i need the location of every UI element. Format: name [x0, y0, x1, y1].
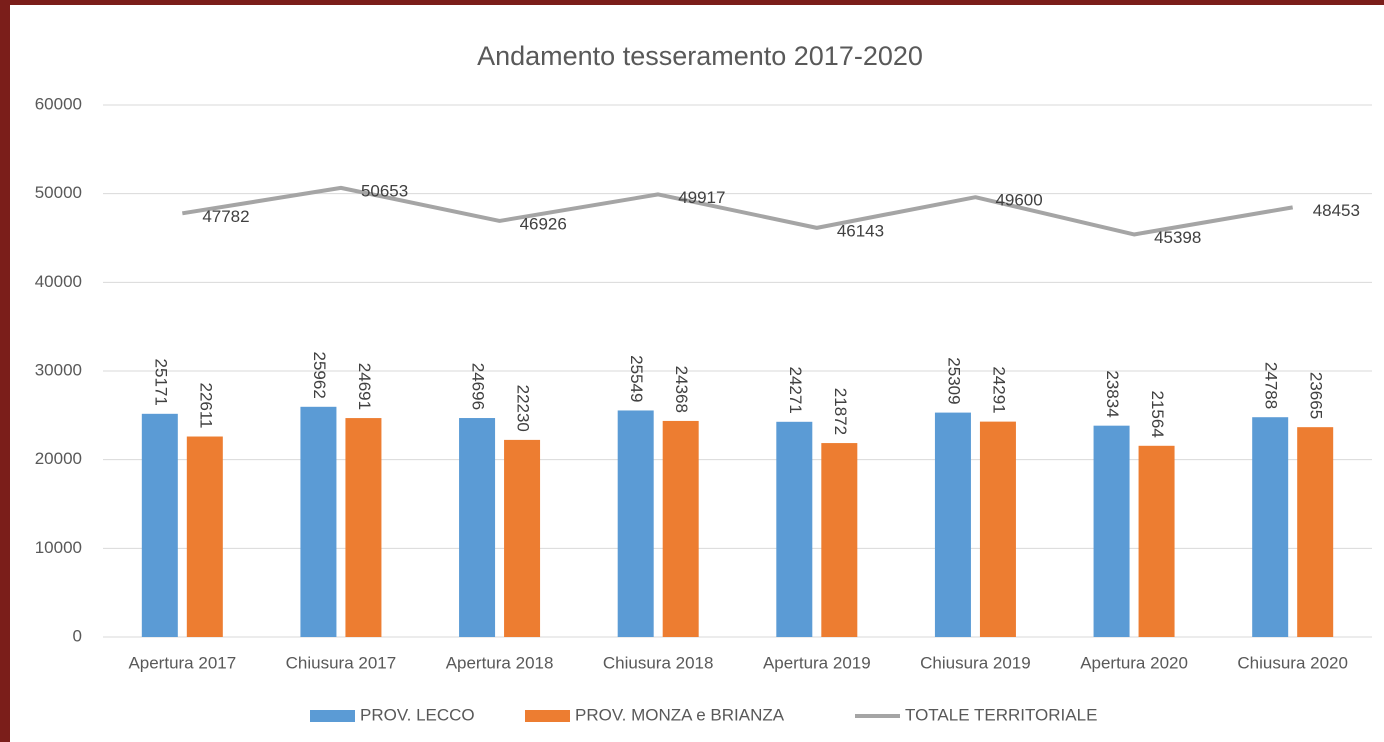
y-tick-label: 50000 — [35, 183, 82, 202]
bar — [617, 410, 654, 637]
bar — [1252, 417, 1289, 637]
line-value-label: 50653 — [361, 181, 408, 200]
bar-value-label: 25549 — [627, 355, 646, 402]
line-value-label: 46143 — [837, 221, 884, 240]
bar — [141, 413, 178, 637]
x-tick-label: Apertura 2017 — [128, 653, 236, 672]
bar — [662, 420, 699, 637]
bar-value-label: 23834 — [1103, 370, 1122, 417]
legend-label: PROV. MONZA e BRIANZA — [575, 705, 785, 724]
bar-value-label: 25171 — [151, 359, 170, 406]
bar — [504, 439, 541, 637]
y-tick-label: 10000 — [35, 538, 82, 557]
bar-value-label: 24691 — [355, 363, 374, 410]
bar-value-label: 23665 — [1307, 372, 1326, 419]
line-value-label: 45398 — [1154, 228, 1201, 247]
bar-value-label: 22611 — [196, 383, 215, 429]
y-tick-label: 20000 — [35, 449, 82, 468]
y-tick-label: 30000 — [35, 360, 82, 379]
bar-value-label: 21872 — [831, 388, 850, 435]
legend-label: TOTALE TERRITORIALE — [905, 705, 1097, 724]
bar — [345, 418, 382, 637]
bar-value-label: 24368 — [672, 366, 691, 413]
line-value-label: 49917 — [678, 188, 725, 207]
line-value-label: 48453 — [1313, 201, 1360, 220]
y-tick-label: 0 — [73, 626, 82, 645]
bar — [1093, 425, 1130, 637]
bar-value-label: 24696 — [469, 363, 488, 410]
legend-label: PROV. LECCO — [360, 705, 475, 724]
bar — [300, 406, 337, 637]
x-tick-label: Chiusura 2017 — [286, 653, 397, 672]
y-tick-label: 40000 — [35, 272, 82, 291]
line — [181, 185, 1294, 237]
x-tick-label: Chiusura 2020 — [1237, 653, 1348, 672]
x-tick-label: Apertura 2020 — [1080, 653, 1188, 672]
bar-value-label: 24271 — [786, 367, 805, 414]
y-tick-label: 60000 — [35, 94, 82, 113]
legend-swatch — [310, 710, 355, 722]
chart-title: Andamento tesseramento 2017-2020 — [477, 41, 923, 71]
bar-value-label: 21564 — [1148, 391, 1167, 438]
line-value-label: 46926 — [520, 214, 567, 233]
x-tick-label: Chiusura 2019 — [920, 653, 1031, 672]
bar-value-label: 24788 — [1262, 362, 1281, 409]
frame-top — [0, 0, 1384, 5]
x-tick-label: Chiusura 2018 — [603, 653, 714, 672]
bar — [821, 443, 858, 637]
bar — [979, 421, 1016, 637]
line-value-label: 47782 — [202, 207, 249, 226]
bar-value-label: 22230 — [514, 385, 533, 432]
frame-left — [0, 0, 10, 742]
bar — [934, 412, 971, 637]
x-tick-label: Apertura 2019 — [763, 653, 871, 672]
bar-value-label: 24291 — [989, 366, 1008, 413]
bar — [1297, 427, 1334, 637]
x-tick-label: Apertura 2018 — [446, 653, 554, 672]
bar-value-label: 25309 — [944, 357, 963, 404]
line-value-label: 49600 — [995, 191, 1042, 210]
bar — [1138, 445, 1175, 637]
bar — [459, 418, 496, 637]
bar — [776, 421, 813, 637]
bar — [186, 436, 223, 637]
bar-value-label: 25962 — [310, 352, 329, 399]
legend-swatch — [525, 710, 570, 722]
